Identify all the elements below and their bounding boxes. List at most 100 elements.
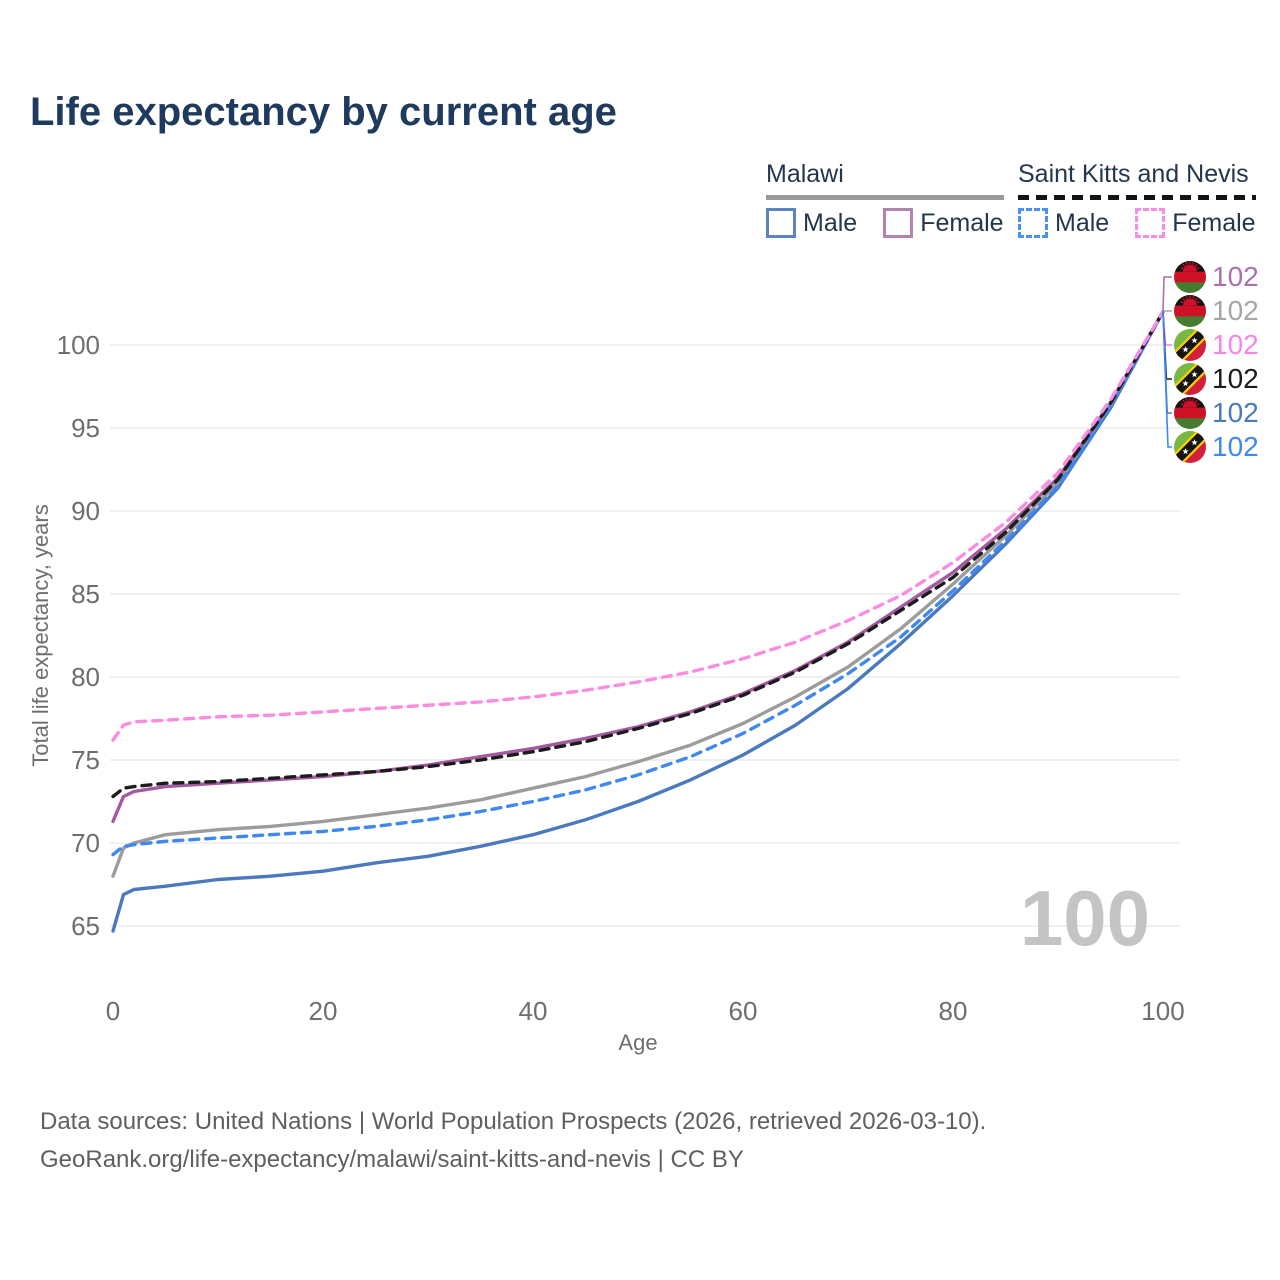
end-label-connector [1162, 276, 1172, 312]
flag-art [1174, 295, 1206, 327]
y-axis-title: Total life expectancy, years [28, 504, 53, 767]
band-green [1174, 282, 1206, 293]
x-axis-title: Age [618, 1030, 657, 1055]
legend-country-skn: Saint Kitts and Nevis [1018, 160, 1249, 188]
end-label-value: 102 [1212, 261, 1259, 292]
sun-ray [1185, 397, 1188, 401]
end-label-value: 102 [1212, 329, 1259, 360]
legend-country-malawi: Malawi [766, 160, 844, 188]
star-white [1182, 380, 1189, 387]
x-tick-label: 80 [939, 996, 968, 1026]
x-tick-label: 0 [106, 996, 120, 1026]
legend-item-skn-female[interactable]: Female [1135, 208, 1256, 238]
sun-ray [1196, 403, 1200, 406]
sun-ray [1180, 301, 1184, 304]
rising-sun [1183, 400, 1197, 408]
flag-art [1174, 363, 1206, 395]
end-label-value: 102 [1212, 431, 1259, 462]
sun-ray [1182, 399, 1186, 403]
legend-label: Male [1055, 208, 1110, 237]
y-tick-label: 65 [71, 911, 100, 941]
star-white [1182, 448, 1189, 455]
watermark: 100 [1020, 874, 1150, 962]
sun-ray [1194, 297, 1198, 301]
end-label-connector [1162, 310, 1172, 313]
y-tick-label: 80 [71, 662, 100, 692]
legend-label: Female [1172, 208, 1256, 237]
end-label-value: 102 [1212, 363, 1259, 394]
x-tick-label: 40 [519, 996, 548, 1026]
band-red [1174, 271, 1206, 283]
skn-male-swatch [1018, 208, 1048, 238]
x-tick-label: 20 [309, 996, 338, 1026]
series-saint-kitts-and-nevis-female [111, 310, 1165, 742]
star-white [1191, 337, 1198, 344]
flag-art [1174, 261, 1206, 293]
star-white [1182, 346, 1189, 353]
sun-ray [1185, 295, 1188, 299]
sun-ray [1192, 295, 1195, 299]
saint-kitts-and-nevis-flag-icon [1174, 329, 1206, 361]
skn-dashed-line-sample [1018, 195, 1256, 200]
y-tick-label: 75 [71, 745, 100, 775]
star-white [1191, 371, 1198, 378]
series-malawi-male [111, 310, 1165, 933]
end-label-connector [1162, 311, 1172, 448]
y-tick-label: 95 [71, 413, 100, 443]
sun-ray [1180, 403, 1184, 406]
flag-art [1174, 431, 1206, 463]
legend-label: Female [920, 208, 1004, 237]
band-black [1174, 329, 1206, 361]
sun-ray [1196, 301, 1200, 304]
band-green [1174, 316, 1206, 327]
footer-attribution: GeoRank.org/life-expectancy/malawi/saint… [40, 1146, 744, 1173]
footer-data-sources: Data sources: United Nations | World Pop… [40, 1108, 987, 1135]
y-tick-label: 70 [71, 828, 100, 858]
series-saint-kitts-and-nevis-both-sexes [111, 310, 1165, 799]
malawi-flag-icon [1174, 261, 1206, 293]
legend-item-skn-male[interactable]: Male [1018, 208, 1109, 238]
sun-ray [1196, 267, 1200, 270]
sun-ray [1192, 261, 1195, 265]
saint-kitts-and-nevis-flag-icon [1174, 363, 1206, 395]
skn-female-swatch [1135, 208, 1166, 238]
band-red [1174, 305, 1206, 317]
legend-item-malawi-male[interactable]: Male [766, 208, 857, 238]
y-tick-label: 85 [71, 579, 100, 609]
rising-sun [1183, 298, 1197, 306]
page-title: Life expectancy by current age [30, 90, 617, 134]
series-malawi-female [111, 310, 1165, 824]
flag-art [1174, 397, 1206, 429]
y-tick-label: 100 [57, 330, 100, 360]
malawi-male-swatch [766, 208, 796, 238]
sun-ray [1180, 267, 1184, 270]
sun-ray [1192, 397, 1195, 401]
band-red [1174, 407, 1206, 419]
legend-label: Male [803, 208, 858, 237]
sun-ray [1185, 261, 1188, 265]
legend-item-malawi-female[interactable]: Female [883, 208, 1004, 238]
malawi-flag-icon [1174, 397, 1206, 429]
y-tick-label: 90 [71, 496, 100, 526]
sun-ray [1194, 399, 1198, 403]
star-white [1191, 439, 1198, 446]
series-malawi-both-sexes [111, 310, 1165, 878]
saint-kitts-and-nevis-flag-icon [1174, 431, 1206, 463]
legend-group-saint-kitts-and-nevis: Saint Kitts and Nevis Male Female [1018, 160, 1256, 238]
rising-sun [1183, 264, 1197, 272]
series-saint-kitts-and-nevis-male [111, 310, 1165, 857]
malawi-female-swatch [883, 208, 914, 238]
malawi-flag-icon [1174, 295, 1206, 327]
legend-group-malawi: Malawi Male Female [766, 160, 1004, 238]
malawi-solid-line-sample [766, 195, 1004, 200]
x-tick-label: 100 [1141, 996, 1184, 1026]
end-label-value: 102 [1212, 397, 1259, 428]
band-black [1174, 363, 1206, 395]
x-tick-label: 60 [729, 996, 758, 1026]
sun-ray [1194, 263, 1198, 267]
flag-art [1174, 329, 1206, 361]
band-green [1174, 418, 1206, 429]
sun-ray [1182, 297, 1186, 301]
end-label-value: 102 [1212, 295, 1259, 326]
